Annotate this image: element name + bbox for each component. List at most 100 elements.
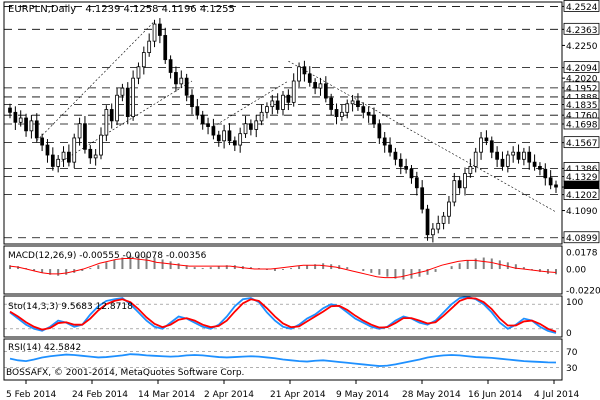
candle-body [505, 154, 510, 167]
symbol-label: EURPLN,Daily 4.1239 4.1258 4.1196 4.1255 [8, 4, 235, 15]
date-label: 2 Apr 2014 [204, 390, 254, 400]
candle-body [163, 35, 168, 61]
candle-body [307, 73, 312, 83]
candle-body [436, 222, 441, 230]
candle-body [8, 107, 12, 113]
trend-line [288, 60, 557, 213]
rsi-tick-label: 30 [566, 364, 578, 374]
candle-body [99, 134, 103, 156]
date-label: 28 May 2014 [402, 390, 461, 400]
price-label-box [563, 136, 600, 149]
price-tick-label: 4.1835 [566, 101, 598, 111]
candle-body [522, 151, 526, 160]
candle-body [409, 168, 414, 179]
candle-body [168, 59, 173, 73]
candle-body [372, 114, 376, 125]
candle-body [473, 151, 478, 167]
candle-body [489, 140, 494, 153]
sto-title: Sto(14,3,3) 9.5683 12.8718 [8, 302, 133, 312]
macd-tick-label: 0.00 [566, 266, 586, 276]
candle-body [13, 111, 18, 123]
candle-body [281, 94, 285, 110]
price-tick-label: 4.1760 [566, 112, 598, 122]
candle-body [200, 114, 205, 125]
candle-body [190, 94, 194, 108]
price-tick-label: 4.0899 [566, 234, 598, 244]
candle-body [184, 77, 189, 96]
candle-body [120, 87, 125, 96]
rsi-tick-label: 70 [566, 348, 578, 358]
candle-body [147, 40, 152, 53]
price-tick-label: 4.1386 [566, 165, 598, 175]
candle-body [131, 77, 135, 117]
candle-body [291, 80, 296, 103]
candle-body [447, 201, 451, 217]
candle-body [93, 154, 98, 159]
trend-line [213, 80, 289, 127]
candle-body [382, 137, 387, 146]
candle-body [323, 83, 328, 99]
candle-body [286, 94, 291, 103]
candle-body [249, 123, 253, 130]
candle-body [468, 166, 473, 174]
candle-body [441, 215, 446, 224]
date-label: 4 Jul 2014 [534, 390, 579, 400]
candle-body [420, 187, 425, 210]
candle-body [211, 126, 216, 136]
price-tick-label: 4.2094 [566, 64, 598, 74]
candle-body [495, 151, 499, 160]
candle-body [404, 166, 408, 170]
candle-body [24, 117, 28, 132]
candle-body [388, 144, 392, 153]
date-label: 14 Mar 2014 [138, 390, 195, 400]
candle-body [548, 177, 553, 186]
date-label: 9 May 2014 [336, 390, 389, 400]
price-tick-label: 4.2524 [566, 3, 598, 13]
candle-body [265, 106, 269, 113]
candle-body [83, 123, 87, 150]
watermark-text: BOSSAFX, © 2001-2014, MetaQuotes Softwar… [6, 368, 244, 378]
price-label-box [563, 188, 600, 201]
main-panel-frame [3, 1, 563, 245]
candle-body [195, 106, 200, 116]
candle-body [377, 123, 382, 139]
candle-body [329, 97, 334, 110]
candle-body [297, 66, 301, 82]
candle-body [340, 111, 344, 117]
candle-body [484, 137, 489, 142]
candle-body [216, 134, 221, 142]
candle-body [243, 123, 248, 135]
candle-body [457, 180, 462, 189]
candle-body [29, 120, 34, 132]
candle-body [104, 109, 109, 136]
price-label-box [563, 22, 600, 35]
date-label: 16 Jun 2014 [468, 390, 522, 400]
candle-body [318, 83, 323, 89]
candle-body [179, 77, 184, 85]
price-tick-label: 4.1202 [566, 191, 598, 201]
macd-tick-label: -0.02209 [566, 287, 600, 297]
macd-panel-frame [3, 245, 563, 295]
candle-body [40, 137, 44, 146]
price-tick-label: 4.2020 [566, 75, 598, 85]
candle-body [158, 23, 162, 36]
candle-body [125, 87, 130, 117]
macd-title: MACD(12,26,9) -0.00555 -0.00078 -0.00356 [8, 251, 207, 261]
candle-body [206, 123, 210, 127]
price-tick-label: 4.1952 [566, 84, 598, 94]
candle-body [361, 106, 366, 113]
candle-body [45, 144, 50, 156]
candle-body [270, 100, 275, 108]
candle-body [543, 168, 548, 179]
candle-body [463, 173, 467, 189]
candle-body [425, 208, 430, 236]
sto-panel-frame [3, 295, 563, 338]
candle-body [174, 72, 178, 85]
candle-body [500, 158, 505, 167]
candle-body [334, 109, 339, 117]
candle-body [479, 137, 483, 153]
rsi-line [9, 353, 557, 367]
candle-body [313, 82, 317, 89]
